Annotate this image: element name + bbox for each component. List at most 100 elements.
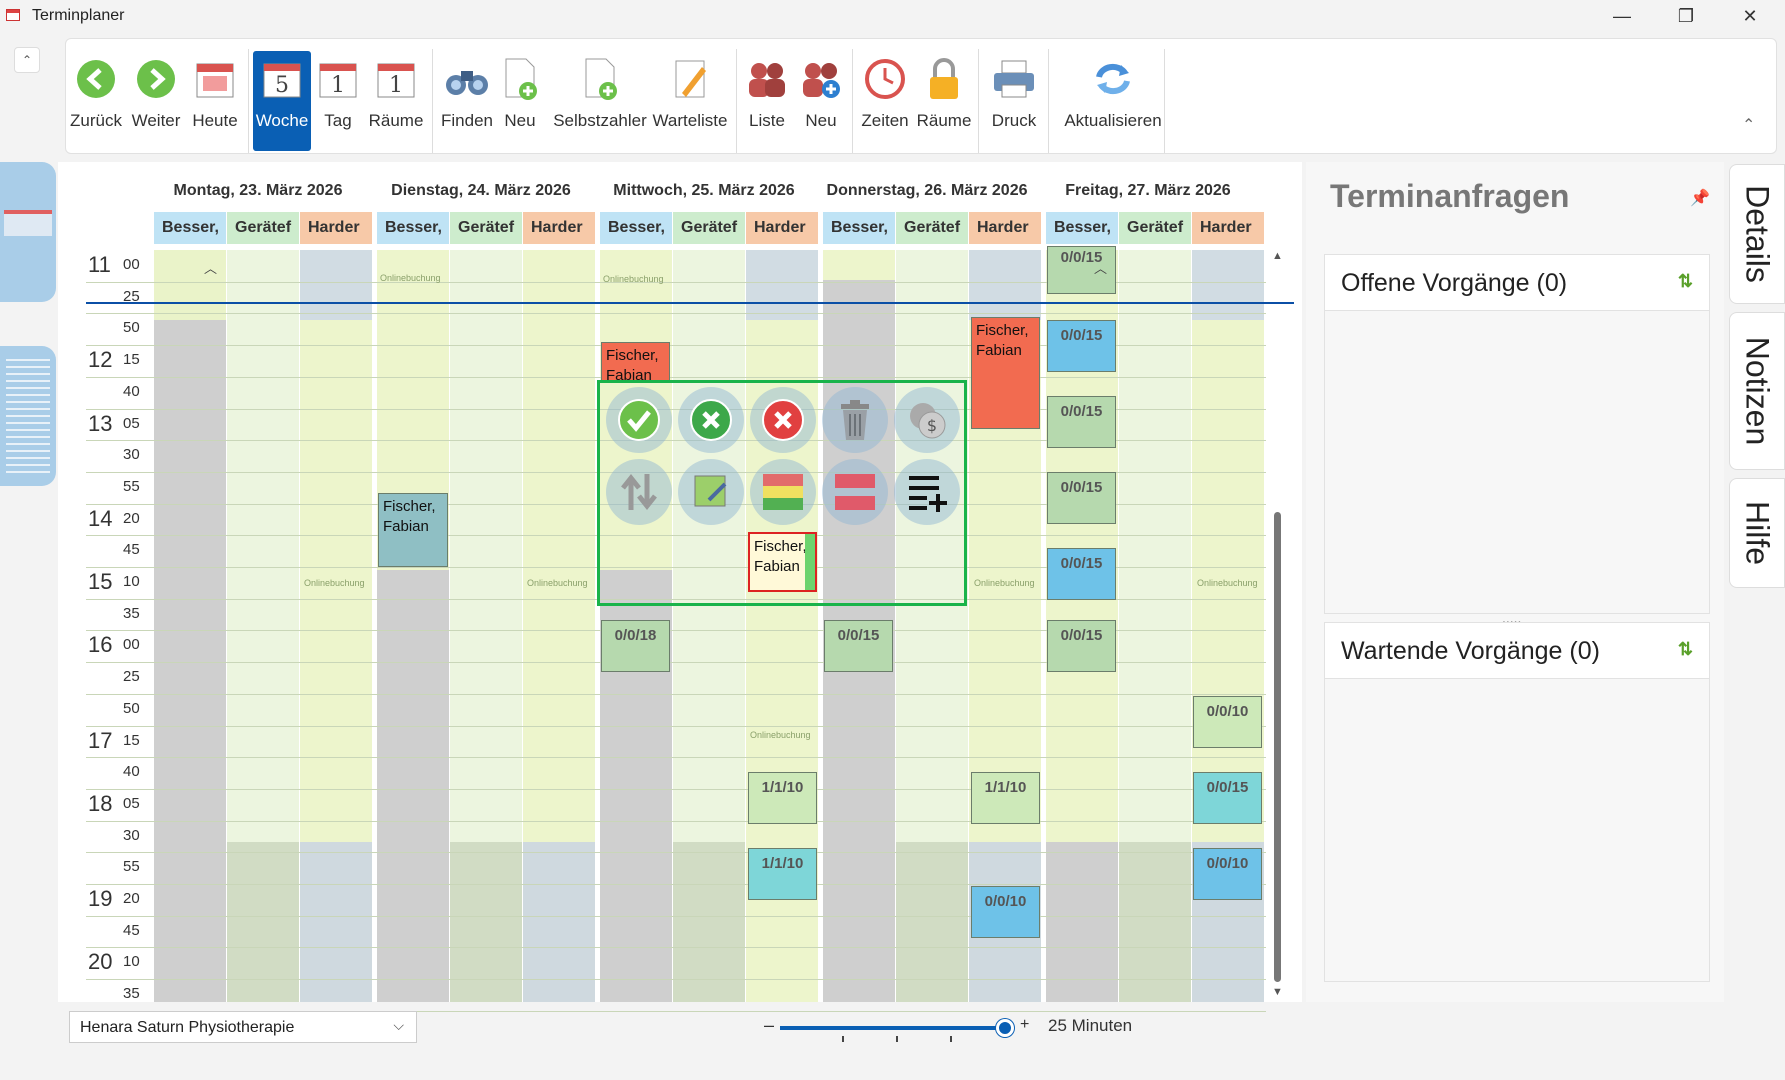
resource-header: Gerätef <box>450 212 522 244</box>
print-button[interactable]: Druck <box>986 51 1042 151</box>
scroll-up-arrow[interactable]: ▲ <box>1272 250 1283 262</box>
maximize-button[interactable]: ❐ <box>1677 5 1695 26</box>
find-button[interactable]: Finden <box>440 51 494 151</box>
appointment[interactable]: Fischer, Fabian <box>378 493 448 567</box>
day-header-thursday: Donnerstag, 26. März 2026 <box>826 182 1028 199</box>
vertical-scrollbar[interactable]: ▲ ▼ <box>1272 250 1284 1000</box>
grid-line <box>86 503 1266 505</box>
back-button[interactable]: Zurück <box>70 51 122 151</box>
collapse-panel-button[interactable]: ⌃ <box>14 47 40 73</box>
scroll-down-arrow[interactable]: ▼ <box>1272 986 1283 998</box>
refresh-button[interactable]: Aktualisieren <box>1058 51 1168 151</box>
add-to-list-button[interactable] <box>894 459 960 525</box>
day-column[interactable] <box>227 250 299 1002</box>
day-column[interactable] <box>154 250 226 1002</box>
rooms-lock-button[interactable]: Räume <box>916 51 972 151</box>
move-button[interactable] <box>606 459 672 525</box>
patient-list-button[interactable]: Liste <box>744 51 790 151</box>
resource-header: Harder <box>300 212 372 244</box>
appointment[interactable]: 1/1/10 <box>748 848 817 900</box>
day-column[interactable] <box>1119 250 1191 1002</box>
status-color-button[interactable] <box>750 459 816 525</box>
resource-header: Gerätef <box>673 212 745 244</box>
scroll-up-marker[interactable]: ︿ <box>204 261 218 276</box>
waitlist-button[interactable]: Warteliste <box>652 51 728 151</box>
svg-text:1: 1 <box>331 73 345 98</box>
block-button[interactable] <box>822 459 888 525</box>
new-appointment-button[interactable]: Neu <box>502 51 538 151</box>
week-view-button[interactable]: 5 Woche <box>253 51 311 151</box>
appointment[interactable]: 0/0/15 <box>1047 320 1116 372</box>
zoom-out-button[interactable]: – <box>764 1015 775 1035</box>
appointment[interactable]: 0/0/15 <box>1193 772 1262 824</box>
pin-icon[interactable]: 📌 <box>1690 190 1710 207</box>
day-column[interactable] <box>377 250 449 1002</box>
minute-label: 50 <box>123 699 140 717</box>
appointment[interactable]: 0/0/10 <box>1193 848 1262 900</box>
day-column[interactable] <box>523 250 595 1002</box>
appointment[interactable]: 0/0/15 <box>824 620 893 672</box>
hour-label: 20 <box>88 949 113 975</box>
appointment[interactable]: 0/0/15 <box>1047 472 1116 524</box>
day-view-button[interactable]: 1 Tag <box>316 51 360 151</box>
day-column[interactable] <box>896 250 968 1002</box>
status-bar <box>805 534 815 590</box>
tab-details[interactable]: Details <box>1729 164 1785 304</box>
grid-line <box>86 630 1266 632</box>
mini-month-calendar[interactable] <box>0 346 56 486</box>
delete-button[interactable] <box>822 387 888 453</box>
resource-header: Gerätef <box>896 212 968 244</box>
zoom-in-button[interactable]: + <box>1020 1016 1030 1033</box>
appointment[interactable]: 0/0/15 <box>1047 396 1116 448</box>
close-button[interactable]: ✕ <box>1742 5 1758 26</box>
no-show-button[interactable] <box>750 387 816 453</box>
rooms-view-button[interactable]: 1 Räume <box>368 51 424 151</box>
new-document-icon <box>498 57 542 101</box>
scroll-up-marker[interactable]: ︿ <box>1094 261 1108 276</box>
day-column[interactable] <box>673 250 745 1002</box>
hour-label: 12 <box>88 347 113 373</box>
mini-week-thumbnail[interactable] <box>0 162 56 302</box>
minimize-button[interactable]: — <box>1613 5 1631 26</box>
appointment[interactable]: 1/1/10 <box>971 772 1040 824</box>
appointment[interactable]: 0/0/15 <box>1047 620 1116 672</box>
appointment-selected[interactable]: Fischer, Fabian <box>748 532 817 592</box>
scrollbar-thumb[interactable] <box>1274 512 1281 982</box>
today-button[interactable]: Heute <box>190 51 240 151</box>
new-patient-button[interactable]: Neu <box>798 51 844 151</box>
minute-label: 00 <box>123 256 140 273</box>
self-payer-button[interactable]: Selbstzahler <box>553 51 647 151</box>
cancel-icon <box>690 399 732 441</box>
appointment[interactable]: 0/0/15 <box>1047 548 1116 600</box>
calendar-week-icon: 5 <box>260 57 304 101</box>
billing-button[interactable]: $ <box>894 387 960 453</box>
location-select[interactable]: Henara Saturn Physiotherapie ⌵ <box>69 1011 417 1043</box>
appointment[interactable]: 1/1/10 <box>748 772 817 824</box>
edit-button[interactable] <box>678 459 744 525</box>
appointment[interactable]: 0/0/15 <box>1047 246 1116 294</box>
swap-vertical-icon <box>621 473 657 511</box>
grid-line <box>86 947 1266 949</box>
minute-label: 25 <box>123 668 140 686</box>
tab-notes[interactable]: Notizen <box>1729 312 1785 470</box>
tab-help[interactable]: Hilfe <box>1729 478 1785 588</box>
zoom-slider-thumb[interactable] <box>996 1019 1014 1037</box>
cancel-appointment-button[interactable] <box>678 387 744 453</box>
confirm-button[interactable] <box>606 387 672 453</box>
day-column[interactable] <box>300 250 372 1002</box>
forward-button[interactable]: Weiter <box>130 51 182 151</box>
sort-icon[interactable]: ⇅ <box>1677 639 1693 659</box>
sort-icon[interactable]: ⇅ <box>1677 271 1693 291</box>
appointment[interactable]: Fischer, Fabian <box>971 317 1040 429</box>
times-button[interactable]: Zeiten <box>860 51 910 151</box>
hour-label: 15 <box>88 569 113 594</box>
zoom-slider-track[interactable] <box>780 1026 1005 1030</box>
appointment[interactable]: 0/0/10 <box>971 886 1040 938</box>
appointment[interactable]: 0/0/10 <box>1193 696 1262 748</box>
appointment[interactable]: 0/0/18 <box>601 620 670 672</box>
appointment[interactable]: Fischer, Fabian <box>601 342 670 382</box>
grid-line <box>86 1010 1266 1012</box>
collapse-ribbon-button[interactable]: ⌃ <box>1742 117 1756 134</box>
day-column[interactable] <box>450 250 522 1002</box>
svg-text:$: $ <box>927 416 937 435</box>
